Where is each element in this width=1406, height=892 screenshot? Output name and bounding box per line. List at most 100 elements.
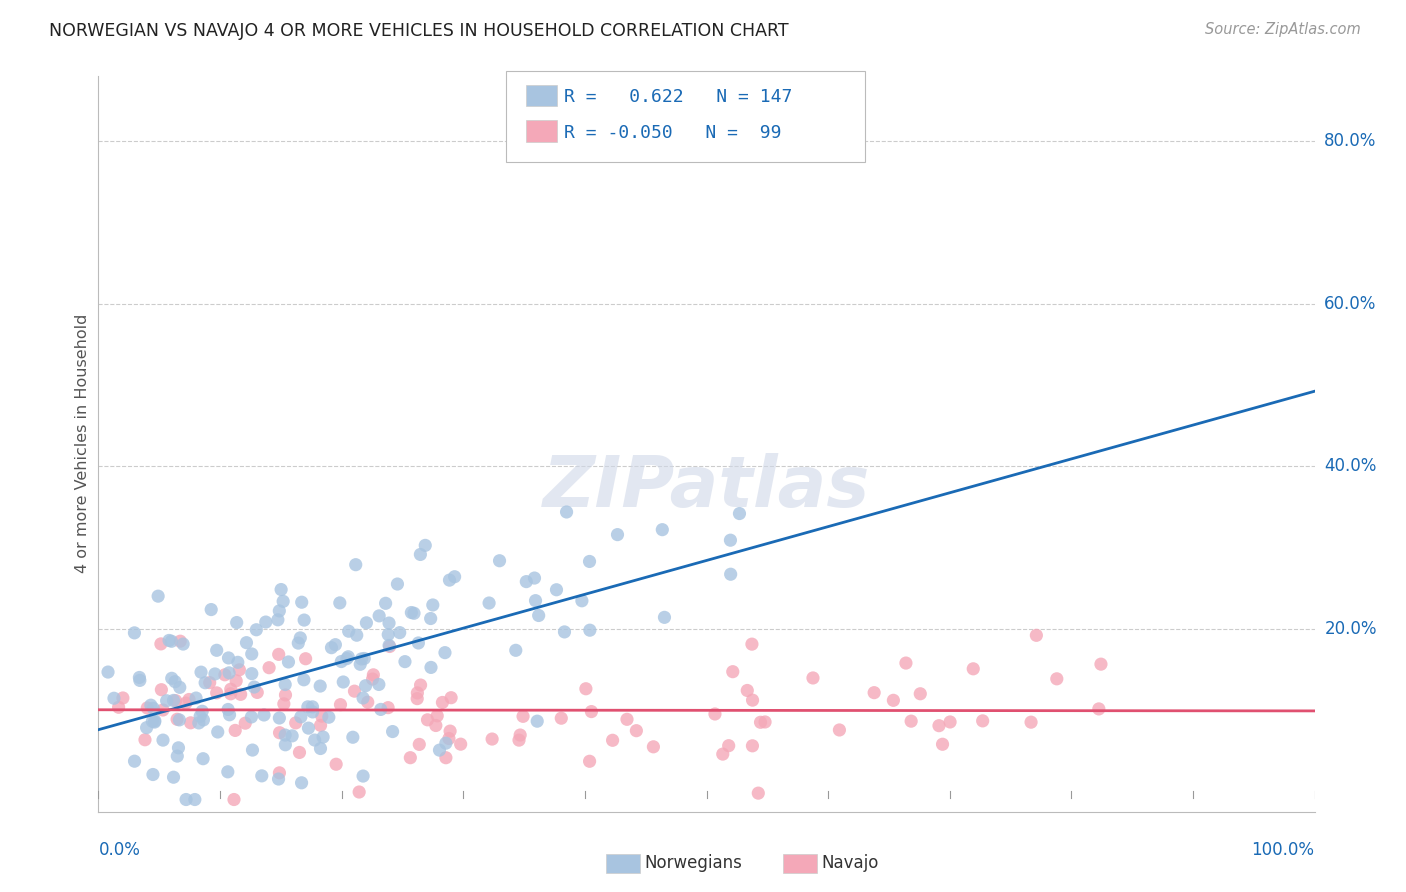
- Point: [388, 625, 411, 640]
- Point: [214, 667, 236, 681]
- Point: [741, 637, 763, 651]
- Point: [347, 785, 370, 799]
- Point: [432, 695, 454, 709]
- Point: [165, 674, 187, 689]
- Point: [581, 705, 603, 719]
- Point: [162, 693, 184, 707]
- Point: [900, 714, 922, 728]
- Point: [352, 769, 374, 783]
- Point: [437, 731, 460, 746]
- Point: [578, 554, 600, 568]
- Point: [274, 688, 297, 702]
- Point: [749, 715, 772, 730]
- Point: [235, 635, 257, 649]
- Point: [169, 634, 191, 648]
- Point: [1090, 657, 1112, 672]
- Point: [651, 523, 673, 537]
- Point: [402, 607, 425, 621]
- Text: R = -0.050   N =  99: R = -0.050 N = 99: [564, 124, 782, 142]
- Point: [243, 680, 266, 694]
- Point: [174, 696, 197, 710]
- Point: [526, 714, 548, 729]
- Point: [654, 610, 676, 624]
- Point: [408, 738, 430, 752]
- Point: [226, 656, 249, 670]
- Point: [828, 723, 851, 737]
- Point: [325, 638, 347, 652]
- Point: [167, 740, 190, 755]
- Point: [626, 723, 648, 738]
- Point: [602, 733, 624, 747]
- Point: [509, 728, 531, 742]
- Point: [191, 704, 214, 718]
- Point: [269, 765, 291, 780]
- Point: [616, 712, 638, 726]
- Point: [309, 679, 332, 693]
- Point: [329, 596, 352, 610]
- Point: [142, 767, 165, 781]
- Point: [606, 527, 628, 541]
- Point: [269, 604, 291, 618]
- Point: [321, 640, 343, 655]
- Point: [188, 709, 211, 723]
- Point: [515, 574, 537, 589]
- Point: [352, 690, 374, 705]
- Text: 40.0%: 40.0%: [1324, 457, 1376, 475]
- Point: [433, 646, 456, 660]
- Point: [246, 685, 269, 699]
- Point: [381, 724, 404, 739]
- Point: [711, 747, 734, 761]
- Point: [225, 615, 247, 630]
- Text: Norwegians: Norwegians: [644, 855, 742, 872]
- Point: [311, 709, 333, 723]
- Text: Navajo: Navajo: [821, 855, 879, 872]
- Point: [527, 608, 550, 623]
- Point: [721, 665, 744, 679]
- Point: [284, 715, 307, 730]
- Y-axis label: 4 or more Vehicles in Household: 4 or more Vehicles in Household: [75, 314, 90, 574]
- Point: [478, 596, 501, 610]
- Point: [135, 721, 157, 735]
- Point: [124, 754, 146, 768]
- Point: [291, 595, 314, 609]
- Point: [128, 670, 150, 684]
- Point: [274, 728, 297, 742]
- Point: [207, 725, 229, 739]
- Point: [720, 567, 742, 582]
- Point: [336, 651, 359, 665]
- Point: [416, 713, 439, 727]
- Point: [269, 711, 291, 725]
- Point: [184, 691, 207, 706]
- Point: [1088, 702, 1111, 716]
- Point: [149, 637, 172, 651]
- Point: [481, 732, 503, 747]
- Point: [290, 776, 312, 790]
- Point: [344, 558, 367, 572]
- Text: 100.0%: 100.0%: [1251, 841, 1315, 859]
- Point: [309, 718, 332, 732]
- Point: [267, 613, 290, 627]
- Point: [292, 613, 315, 627]
- Point: [187, 715, 209, 730]
- Point: [377, 627, 399, 641]
- Point: [160, 671, 183, 685]
- Point: [228, 663, 250, 677]
- Point: [240, 666, 263, 681]
- Point: [162, 770, 184, 784]
- Point: [193, 713, 215, 727]
- Point: [198, 675, 221, 690]
- Point: [152, 733, 174, 747]
- Point: [152, 703, 174, 717]
- Point: [346, 628, 368, 642]
- Point: [205, 643, 228, 657]
- Point: [253, 708, 276, 723]
- Point: [190, 665, 212, 680]
- Point: [356, 615, 378, 630]
- Text: NORWEGIAN VS NAVAJO 4 OR MORE VEHICLES IN HOUSEHOLD CORRELATION CHART: NORWEGIAN VS NAVAJO 4 OR MORE VEHICLES I…: [49, 22, 789, 40]
- Point: [425, 718, 447, 732]
- Point: [361, 672, 384, 686]
- Point: [136, 701, 159, 715]
- Point: [107, 700, 129, 714]
- Point: [368, 608, 391, 623]
- Point: [191, 752, 214, 766]
